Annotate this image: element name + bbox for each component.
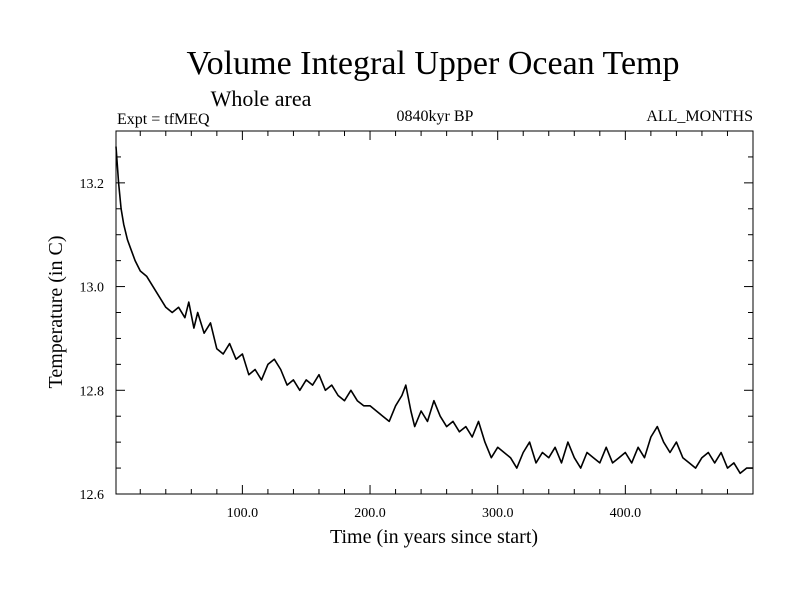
y-axis-ticks: 12.6 12.8 13.0 13.2 [80, 156, 753, 503]
series-layer [115, 146, 753, 475]
chart-subtitle: Whole area [211, 86, 312, 111]
x-tick-label: 100.0 [227, 506, 259, 521]
y-tick-label: 13.2 [80, 177, 105, 192]
period-label: 0840kyr BP [397, 108, 474, 125]
y-tick-label: 12.8 [80, 384, 105, 399]
x-tick-label: 400.0 [610, 506, 642, 521]
x-tick-label: 300.0 [482, 506, 514, 521]
series-line-temperature [115, 146, 753, 475]
y-tick-label: 13.0 [80, 281, 105, 296]
experiment-label: Expt = tfMEQ [117, 111, 210, 128]
plot-frame [115, 130, 754, 495]
x-tick-label: 200.0 [354, 506, 386, 521]
y-tick-label: 12.6 [80, 488, 105, 503]
months-label: ALL_MONTHS [646, 108, 753, 125]
x-axis-ticks: 100.0 200.0 300.0 400.0 [139, 131, 728, 521]
x-axis-label: Time (in years since start) [330, 526, 538, 548]
chart-title: Volume Integral Upper Ocean Temp [187, 45, 680, 82]
y-axis-label: Temperature (in C) [45, 236, 67, 389]
